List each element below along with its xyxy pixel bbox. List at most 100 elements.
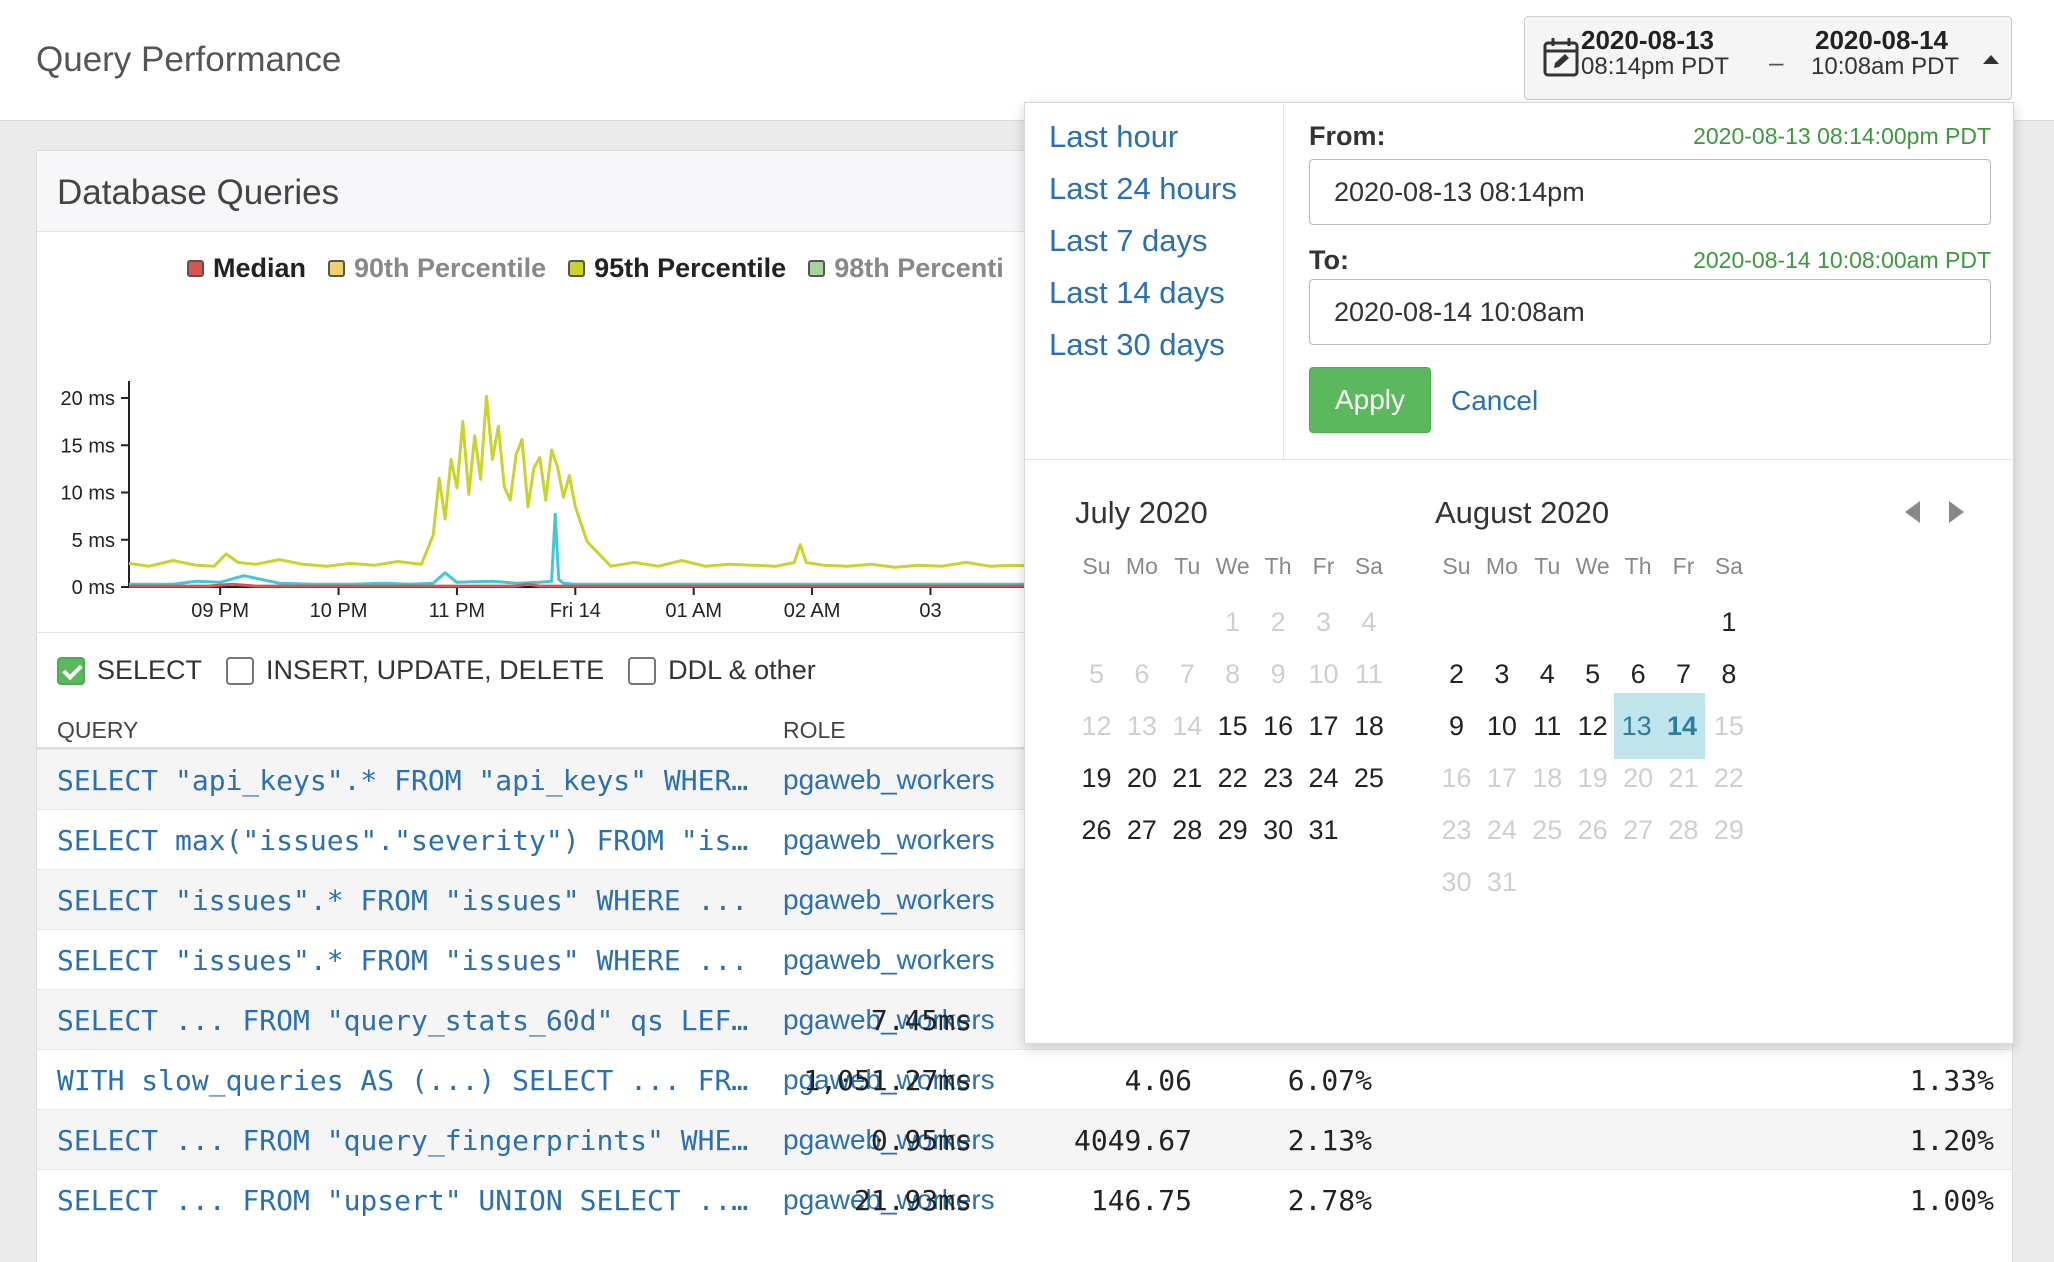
calendar-day[interactable]: 14 <box>1659 693 1705 759</box>
query-cell[interactable]: SELECT ... FROM "upsert" UNION SELECT ..… <box>57 1184 749 1217</box>
calendar-day[interactable]: 28 <box>1172 815 1203 845</box>
legend-item[interactable]: 98th Percenti <box>808 253 1004 284</box>
calendar-day[interactable]: 26 <box>1081 815 1112 845</box>
calendar-day[interactable]: 16 <box>1263 711 1294 741</box>
filter-checkbox[interactable] <box>628 656 657 685</box>
query-cell[interactable]: WITH slow_queries AS (...) SELECT ... FR… <box>57 1064 749 1097</box>
legend-item[interactable]: Median <box>187 253 306 284</box>
filter-checkbox[interactable] <box>57 656 85 685</box>
legend-item[interactable]: 90th Percentile <box>328 253 546 284</box>
calendar-day[interactable]: 7 <box>1675 659 1692 689</box>
calendar-day[interactable]: 29 <box>1217 815 1248 845</box>
legend-label: Median <box>213 253 307 283</box>
table-row[interactable]: SELECT max("issues"."severity") FROM "is… <box>37 809 2012 869</box>
calendar-day[interactable]: 25 <box>1353 763 1384 793</box>
filter-ddl-other[interactable]: DDL & other <box>628 655 816 686</box>
role-cell[interactable]: pgaweb_workers <box>783 764 995 795</box>
preset-last-30-days[interactable]: Last 30 days <box>1049 327 1225 362</box>
calendar-edit-icon <box>1543 38 1579 77</box>
role-cell[interactable]: pgaweb_workers <box>783 1004 995 1035</box>
date-range-button[interactable]: 2020-08-13 08:14pm PDT – 2020-08-14 10:0… <box>1524 16 2012 100</box>
table-row[interactable]: SELECT ... FROM "query_fingerprints" WHE… <box>37 1109 2012 1169</box>
calendar-day[interactable]: 21 <box>1172 763 1203 793</box>
calendar-day[interactable]: 23 <box>1263 763 1294 793</box>
y-tick-label: 0 ms <box>72 577 115 599</box>
calendar-day[interactable]: 15 <box>1217 711 1248 741</box>
query-cell[interactable]: SELECT "issues".* FROM "issues" WHERE ..… <box>57 944 749 977</box>
query-cell[interactable]: SELECT max("issues"."severity") FROM "is… <box>57 824 749 857</box>
preset-last-hour[interactable]: Last hour <box>1049 119 1179 154</box>
role-cell[interactable]: pgaweb_workers <box>783 1124 995 1155</box>
calendar-day[interactable]: 2 <box>1448 659 1465 689</box>
calendar-day[interactable]: 3 <box>1494 659 1510 689</box>
calendar-day[interactable]: 5 <box>1585 659 1601 689</box>
from-input[interactable] <box>1309 159 1991 225</box>
column-header-query[interactable]: QUERY <box>57 717 139 743</box>
filter-select[interactable]: SELECT <box>57 655 202 686</box>
calendar-day[interactable]: 8 <box>1721 659 1737 689</box>
table-row[interactable]: WITH slow_queries AS (...) SELECT ... FR… <box>37 1049 2012 1109</box>
role-cell[interactable]: pgaweb_workers <box>783 1184 995 1215</box>
role-cell[interactable]: pgaweb_workers <box>783 944 995 975</box>
column-header-role[interactable]: ROLE <box>783 717 846 743</box>
calendar-day[interactable]: 31 <box>1308 815 1339 845</box>
top-bar: Query Performance 2020-08-13 08:14pm PDT… <box>0 0 2054 121</box>
calendar-day: 16 <box>1441 763 1472 793</box>
statement-type-filters: SELECT INSERT, UPDATE, DELETE DDL & other <box>57 655 840 692</box>
pct-io-cell: 2.78% <box>1287 1184 1372 1217</box>
role-cell[interactable]: pgaweb_workers <box>783 824 995 855</box>
calendar-day[interactable]: 19 <box>1081 763 1112 793</box>
from-parsed: 2020-08-13 08:14:00pm PDT <box>1693 123 1991 149</box>
next-month-icon[interactable] <box>1949 501 1964 523</box>
page-title: Query Performance <box>36 40 342 79</box>
calendar-day[interactable]: 10 <box>1486 711 1517 741</box>
prev-month-icon[interactable] <box>1905 501 1920 523</box>
query-cell[interactable]: SELECT ... FROM "query_stats_60d" qs LEF… <box>57 1004 749 1037</box>
calendar-day[interactable]: 17 <box>1308 711 1339 741</box>
query-cell[interactable]: SELECT "api_keys".* FROM "api_keys" WHER… <box>57 764 749 797</box>
filter-checkbox[interactable] <box>226 656 255 685</box>
calendar-day[interactable]: 11 <box>1533 711 1562 741</box>
role-cell[interactable]: pgaweb_workers <box>783 1064 995 1095</box>
calendar-day[interactable]: 13 <box>1613 693 1660 759</box>
weekday-label: Tu <box>1534 553 1561 579</box>
calendar-day: 10 <box>1308 659 1339 689</box>
preset-last-24-hours[interactable]: Last 24 hours <box>1049 171 1237 206</box>
query-cell[interactable]: SELECT ... FROM "query_fingerprints" WHE… <box>57 1124 749 1157</box>
x-tick-label: 09 PM <box>191 600 249 621</box>
calendar-day: 30 <box>1441 867 1472 897</box>
calendar-day[interactable]: 18 <box>1353 711 1384 741</box>
cancel-link[interactable]: Cancel <box>1451 385 1539 416</box>
calendar-day[interactable]: 20 <box>1126 763 1157 793</box>
chart-legend: Median 90th Percentile 95th Percentile 98th… <box>187 253 1026 284</box>
to-input[interactable] <box>1309 279 1991 345</box>
table-row[interactable]: SELECT "issues".* FROM "issues" WHERE ..… <box>37 929 2012 989</box>
calendar-day: 31 <box>1486 867 1517 897</box>
calendar-day[interactable]: 9 <box>1448 711 1465 741</box>
calendar-day[interactable]: 30 <box>1263 815 1294 845</box>
calendar-day: 25 <box>1532 815 1563 845</box>
calendar-day: 19 <box>1577 763 1608 793</box>
apply-button[interactable]: Apply <box>1309 367 1431 433</box>
series-line-90th-percentile <box>129 512 1037 586</box>
month-title: August 2020 <box>1435 495 1610 530</box>
calendar-day: 7 <box>1179 659 1195 689</box>
legend-label: 98th Percenti <box>834 253 1004 283</box>
calendar-day: 4 <box>1361 607 1377 637</box>
preset-last-7-days[interactable]: Last 7 days <box>1049 223 1208 258</box>
calendar-day[interactable]: 22 <box>1217 763 1248 793</box>
calendar-day[interactable]: 27 <box>1126 815 1157 845</box>
calendar-day[interactable]: 24 <box>1308 763 1339 793</box>
role-cell[interactable]: pgaweb_workers <box>783 884 995 915</box>
avg-time-cell: 21.93ms <box>853 1184 972 1217</box>
calendar-day[interactable]: 1 <box>1721 607 1737 637</box>
table-row[interactable]: SELECT ... FROM "upsert" UNION SELECT ..… <box>37 1169 2012 1229</box>
x-tick-label: Fri 14 <box>550 600 601 621</box>
calendar-day[interactable]: 6 <box>1630 659 1646 689</box>
calendar-day[interactable]: 4 <box>1539 659 1555 689</box>
filter-insert-update-delete[interactable]: INSERT, UPDATE, DELETE <box>226 655 604 686</box>
legend-item[interactable]: 95th Percentile <box>568 253 786 284</box>
query-cell[interactable]: SELECT "issues".* FROM "issues" WHERE ..… <box>57 884 749 917</box>
preset-last-14-days[interactable]: Last 14 days <box>1049 275 1225 310</box>
calendar-day[interactable]: 12 <box>1577 711 1608 741</box>
